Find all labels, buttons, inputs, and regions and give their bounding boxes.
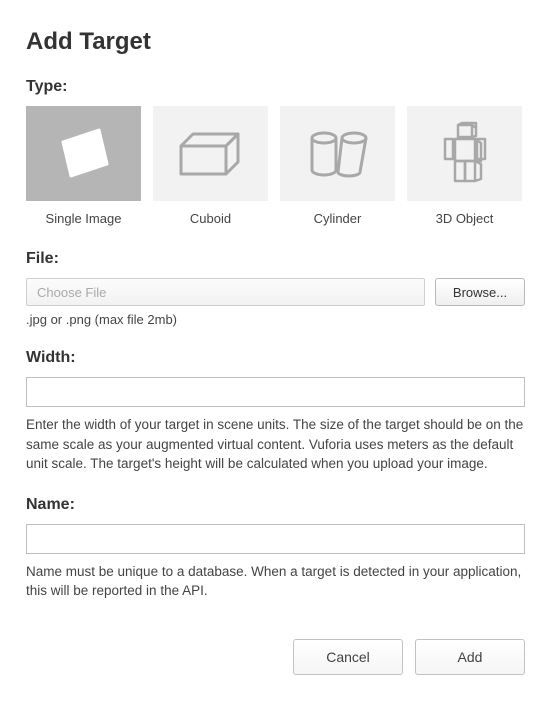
cuboid-icon (171, 124, 251, 184)
single-image-icon (49, 124, 119, 184)
type-option-cylinder[interactable] (280, 106, 395, 201)
file-input[interactable]: Choose File (26, 278, 425, 306)
type-option-single-image[interactable] (26, 106, 141, 201)
type-option-cuboid[interactable] (153, 106, 268, 201)
width-input[interactable] (26, 377, 525, 407)
3d-object-icon (435, 121, 495, 187)
dialog-title: Add Target (26, 28, 525, 56)
type-option-label: 3D Object (407, 205, 522, 226)
name-label: Name: (26, 496, 525, 514)
width-help: Enter the width of your target in scene … (26, 415, 525, 474)
cylinder-icon (298, 124, 378, 184)
name-help: Name must be unique to a database. When … (26, 562, 525, 601)
browse-button[interactable]: Browse... (435, 278, 525, 306)
cancel-button[interactable]: Cancel (293, 639, 403, 675)
file-row: Choose File Browse... (26, 278, 525, 306)
type-option-label: Cuboid (153, 205, 268, 226)
dialog-footer: Cancel Add (26, 639, 525, 675)
file-label: File: (26, 250, 525, 268)
add-target-dialog: Add Target Type: (0, 0, 551, 701)
type-options (26, 106, 525, 201)
type-option-labels: Single Image Cuboid Cylinder 3D Object (26, 205, 525, 226)
type-label: Type: (26, 78, 525, 96)
add-button[interactable]: Add (415, 639, 525, 675)
width-label: Width: (26, 349, 525, 367)
type-option-3d-object[interactable] (407, 106, 522, 201)
name-input[interactable] (26, 524, 525, 554)
type-option-label: Single Image (26, 205, 141, 226)
type-option-label: Cylinder (280, 205, 395, 226)
file-hint: .jpg or .png (max file 2mb) (26, 312, 525, 327)
